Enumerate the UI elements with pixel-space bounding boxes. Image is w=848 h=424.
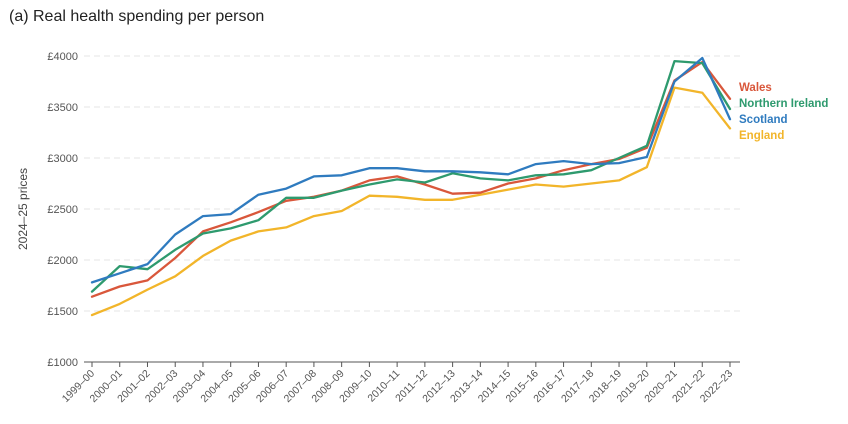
y-tick-label: £1500 (47, 306, 78, 318)
x-axis-ticks: 1999–002000–012001–022002–032003–042004–… (60, 362, 735, 405)
legend-wales: Wales (739, 82, 772, 94)
series-line-scotland (90, 56, 732, 284)
chart-title: (a) Real health spending per person (9, 8, 265, 25)
legend-scotland: Scotland (739, 114, 788, 126)
y-tick-label: £2000 (47, 255, 78, 267)
y-axis-label: 2024–25 prices (16, 168, 30, 250)
y-tick-label: £3500 (47, 102, 78, 114)
y-tick-label: £4000 (47, 51, 78, 63)
legend: Wales Northern Ireland Scotland England (739, 82, 828, 142)
series-lines (90, 56, 732, 317)
legend-northern-ireland: Northern Ireland (739, 98, 828, 110)
y-tick-label: £1000 (47, 357, 78, 369)
series-line-wales (90, 60, 732, 298)
y-tick-label: £2500 (47, 204, 78, 216)
y-tick-label: £3000 (47, 153, 78, 165)
series-line-england (90, 86, 732, 317)
series-line-northern-ireland (90, 59, 732, 293)
y-axis-ticks: £1000 £1500 £2000 £2500 £3000 £3500 £4000 (47, 51, 78, 369)
grid-lines (84, 55, 740, 312)
legend-england: England (739, 130, 784, 142)
